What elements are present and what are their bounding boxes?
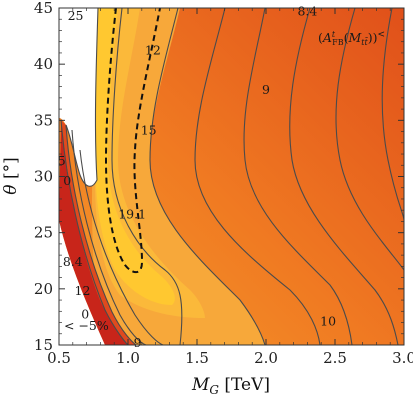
y-tick-label: 40 — [34, 55, 53, 73]
band-region-19 — [95, 8, 175, 305]
contour-label: 19.1 — [118, 207, 146, 222]
contour-label: 9 — [262, 82, 270, 97]
y-tick-label: 20 — [34, 280, 53, 298]
x-axis-title-sub: G — [209, 383, 219, 397]
contour-lines — [60, 8, 404, 345]
contour-label: 25 — [68, 8, 84, 23]
y-tick-label: 30 — [34, 168, 53, 186]
contour-line — [149, 8, 266, 345]
legend-open: ( — [318, 30, 323, 45]
contour-line — [381, 8, 404, 221]
contour-line — [335, 8, 404, 271]
contour-label: 0 — [63, 173, 71, 188]
x-tick-label: 2.5 — [323, 349, 347, 367]
plot-area — [59, 8, 404, 345]
y-axis-title: θ [°] — [1, 157, 21, 194]
legend-a: A — [322, 30, 332, 45]
x-axis-title-unit: [TeV] — [219, 375, 270, 395]
y-tick-label: 15 — [34, 336, 53, 354]
dashed-contour — [104, 8, 161, 274]
contour-label: 15 — [141, 122, 157, 137]
contour-line — [71, 129, 147, 345]
contour-line — [65, 124, 137, 345]
legend-lt: < — [377, 30, 385, 40]
contour-line — [60, 119, 129, 345]
legend-paren: ( — [344, 30, 349, 45]
contour-label: 9 — [134, 335, 142, 350]
x-axis-title: MG [TeV] — [191, 375, 270, 397]
contour-label: 12 — [145, 43, 161, 58]
contour-label: 12 — [75, 283, 91, 298]
contour-label: 10 — [320, 313, 336, 328]
x-axis: 0.5 1.0 1.5 2.0 2.5 3.0 — [47, 8, 413, 367]
legend-close: )) — [368, 30, 378, 45]
excluded-region — [59, 8, 98, 187]
contour-line — [194, 8, 321, 345]
legend-text: (At FB(Mtt̄))< — [318, 30, 385, 47]
y-tick-label: 45 — [34, 0, 53, 17]
legend-sub2: tt̄ — [361, 37, 368, 47]
excluded-region-lower — [59, 220, 105, 345]
y-axis: 15 20 25 30 35 40 45 — [34, 0, 404, 354]
y-axis-title-unit: [°] — [1, 157, 21, 184]
excluded-region-label: < −5% — [64, 318, 109, 333]
contour-line — [243, 8, 353, 345]
contour-line — [111, 8, 183, 345]
x-tick-label: 1.0 — [116, 349, 140, 367]
contour-label: 0 — [81, 307, 89, 322]
y-tick-label: 25 — [34, 224, 53, 242]
x-tick-label: 3.0 — [392, 349, 413, 367]
legend-sup: t — [332, 30, 336, 39]
y-axis-title-main: θ — [1, 184, 21, 194]
x-tick-label: 1.5 — [185, 349, 209, 367]
edge-strip — [59, 120, 128, 345]
contour-label: 5 — [58, 153, 66, 168]
y-tick-label: 35 — [34, 111, 53, 129]
contour-line — [289, 8, 399, 345]
contour-line — [79, 149, 164, 345]
legend-m: M — [347, 30, 362, 45]
legend-label: (At FB(Mtt̄))< — [318, 30, 385, 47]
x-tick-label: 0.5 — [47, 349, 71, 367]
legend-sub: FB — [332, 38, 344, 47]
contour-label: 8.4 — [63, 254, 83, 269]
x-axis-title-main: M — [191, 375, 210, 395]
x-tick-label: 2.0 — [254, 349, 278, 367]
